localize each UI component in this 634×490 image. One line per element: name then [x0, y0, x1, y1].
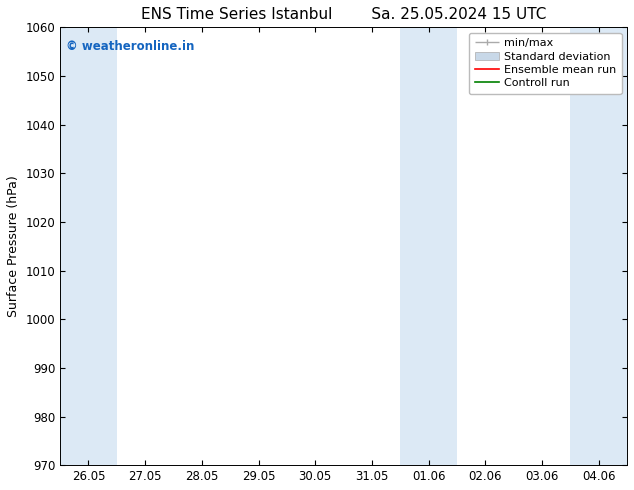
Title: ENS Time Series Istanbul        Sa. 25.05.2024 15 UTC: ENS Time Series Istanbul Sa. 25.05.2024 …: [141, 7, 547, 22]
Bar: [571, 27, 627, 465]
Bar: [400, 27, 457, 465]
Legend: min/max, Standard deviation, Ensemble mean run, Controll run: min/max, Standard deviation, Ensemble me…: [469, 33, 621, 94]
Text: © weatheronline.in: © weatheronline.in: [66, 40, 194, 53]
Y-axis label: Surface Pressure (hPa): Surface Pressure (hPa): [7, 175, 20, 317]
Bar: [60, 27, 117, 465]
